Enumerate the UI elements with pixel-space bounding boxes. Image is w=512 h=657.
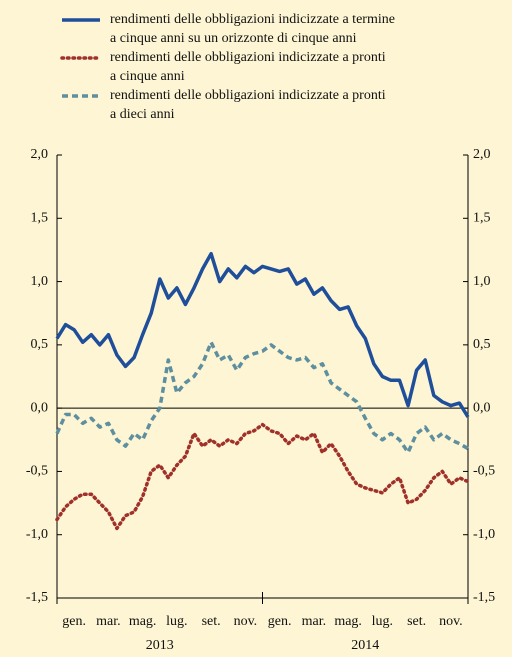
x-tick-label: set. xyxy=(407,614,426,629)
year-label: 2013 xyxy=(146,638,174,653)
y2-tick-label: 2,0 xyxy=(473,147,491,162)
year-label: 2014 xyxy=(351,638,379,653)
legend-label: a cinque anni xyxy=(110,69,185,84)
y-tick-label: 0,0 xyxy=(31,400,49,415)
y-tick-label: -1,0 xyxy=(26,527,48,542)
y2-tick-label: -0,5 xyxy=(473,464,495,479)
x-tick-label: set. xyxy=(202,614,221,629)
y2-tick-label: 0,0 xyxy=(473,400,491,415)
x-tick-label: nov. xyxy=(439,614,463,629)
x-tick-label: gen. xyxy=(268,614,292,629)
series-line xyxy=(55,340,469,455)
series-line xyxy=(55,422,470,531)
x-tick-label: nov. xyxy=(234,614,258,629)
x-tick-label: gen. xyxy=(62,614,86,629)
y-tick-label: 1,0 xyxy=(31,274,49,289)
x-tick-label: lug. xyxy=(166,614,187,629)
y-tick-label: -1,5 xyxy=(26,590,48,605)
legend-label: rendimenti delle obbligazioni indicizzat… xyxy=(110,12,395,27)
y-tick-label: -0,5 xyxy=(26,464,48,479)
x-tick-label: lug. xyxy=(372,614,393,629)
x-tick-label: mag. xyxy=(334,614,362,629)
y-tick-label: 0,5 xyxy=(31,337,49,352)
legend-label: rendimenti delle obbligazioni indicizzat… xyxy=(110,88,386,103)
x-tick-label: mar. xyxy=(96,614,121,629)
y2-tick-label: 1,5 xyxy=(473,211,491,226)
y2-tick-label: -1,5 xyxy=(473,590,495,605)
legend-label: rendimenti delle obbligazioni indicizzat… xyxy=(110,50,386,65)
legend-label: a cinque anni su un orizzonte di cinque … xyxy=(110,31,357,46)
y-tick-label: 1,5 xyxy=(31,211,49,226)
x-tick-label: mar. xyxy=(302,614,327,629)
y-tick-label: 2,0 xyxy=(31,147,49,162)
y2-tick-label: 0,5 xyxy=(473,337,491,352)
legend-label: a dieci anni xyxy=(110,107,175,122)
x-tick-label: mag. xyxy=(129,614,157,629)
y2-tick-label: -1,0 xyxy=(473,527,495,542)
y2-tick-label: 1,0 xyxy=(473,274,491,289)
series-line xyxy=(55,251,470,418)
